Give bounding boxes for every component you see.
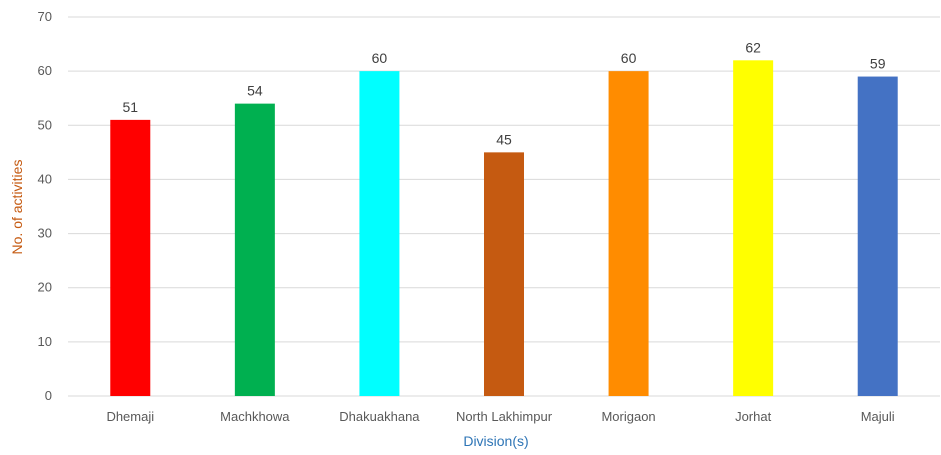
- data-label: 60: [621, 50, 637, 66]
- bar-machkhowa: [234, 103, 275, 396]
- y-tick-label: 10: [38, 334, 52, 349]
- bar-dhakuakhana: [359, 71, 400, 397]
- x-tick-label: Majuli: [861, 409, 895, 424]
- y-axis-ticks: 0 10 20 30 40 50 60 70: [38, 9, 52, 403]
- y-tick-label: 40: [38, 171, 52, 186]
- y-tick-label: 30: [38, 226, 52, 241]
- data-label: 59: [870, 56, 886, 72]
- bar-majuli: [857, 76, 898, 397]
- y-tick-label: 50: [38, 117, 52, 132]
- y-tick-label: 60: [38, 63, 52, 78]
- data-label: 45: [496, 131, 512, 147]
- x-tick-label: Machkhowa: [220, 409, 290, 424]
- bar-morigaon: [608, 71, 649, 397]
- y-tick-label: 70: [38, 9, 52, 24]
- data-labels: 51 54 60 45 60 62 59: [122, 39, 885, 147]
- data-label: 51: [122, 99, 138, 115]
- x-axis-title: Division(s): [463, 433, 528, 449]
- data-label: 62: [745, 39, 761, 55]
- y-axis-title: No. of activities: [9, 160, 25, 255]
- x-tick-label: North Lakhimpur: [456, 409, 553, 424]
- x-axis-ticks: Dhemaji Machkhowa Dhakuakhana North Lakhimp…: [106, 409, 894, 424]
- bar-jorhat: [733, 60, 774, 397]
- x-tick-label: Jorhat: [735, 409, 772, 424]
- data-label: 54: [247, 83, 263, 99]
- x-tick-label: Dhemaji: [106, 409, 154, 424]
- y-tick-label: 0: [45, 388, 52, 403]
- bars: [110, 60, 898, 397]
- x-tick-label: Dhakuakhana: [339, 409, 420, 424]
- y-tick-label: 20: [38, 280, 52, 295]
- data-label: 60: [372, 50, 388, 66]
- x-tick-label: Morigaon: [601, 409, 655, 424]
- bar-dhemaji: [110, 119, 151, 396]
- bar-north-lakhimpur: [484, 152, 524, 396]
